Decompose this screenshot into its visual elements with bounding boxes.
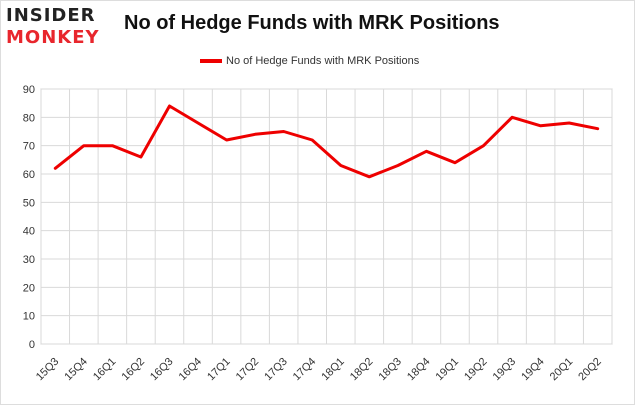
x-tick-label: 17Q4 [291,356,319,384]
x-tick-label: 20Q1 [548,356,576,384]
y-tick-label: 50 [23,197,35,209]
x-tick-label: 17Q3 [262,356,290,384]
series-line [53,104,600,179]
x-tick-label: 16Q4 [177,356,205,384]
insider-monkey-logo: INSIDER MONKEY [6,6,118,52]
x-tick-label: 16Q2 [120,356,148,384]
y-tick-label: 20 [23,282,35,294]
chart-legend: No of Hedge Funds with MRK Positions [200,53,419,69]
x-tick-label: 19Q3 [491,356,519,384]
legend-swatch [200,59,222,63]
y-tick-label: 80 [23,112,35,124]
x-tick-label: 18Q3 [376,356,404,384]
chart-title: No of Hedge Funds with MRK Positions [124,12,500,34]
y-tick-label: 30 [23,254,35,266]
x-tick-label: 19Q4 [519,356,547,384]
legend-label: No of Hedge Funds with MRK Positions [226,55,420,67]
x-tick-label: 18Q2 [348,356,376,384]
y-tick-label: 90 [23,84,35,96]
logo-text-monkey: MONKEY [6,27,100,48]
x-tick-label: 15Q4 [62,356,90,384]
logo-text-insider: INSIDER [6,5,96,26]
x-tick-label: 18Q4 [405,356,433,384]
x-tick-label: 15Q3 [34,356,62,384]
y-tick-label: 0 [29,339,35,351]
x-tick-label: 16Q3 [148,356,176,384]
x-tick-label: 19Q2 [462,356,490,384]
y-tick-label: 10 [23,311,35,323]
y-tick-label: 60 [23,169,35,181]
x-tick-label: 19Q1 [434,356,462,384]
y-tick-label: 40 [23,226,35,238]
x-tick-label: 16Q1 [91,356,119,384]
x-tick-label: 20Q2 [576,356,604,384]
y-tick-label: 70 [23,141,35,153]
x-tick-label: 17Q2 [234,356,262,384]
x-tick-label: 17Q1 [205,356,233,384]
x-tick-label: 18Q1 [319,356,347,384]
